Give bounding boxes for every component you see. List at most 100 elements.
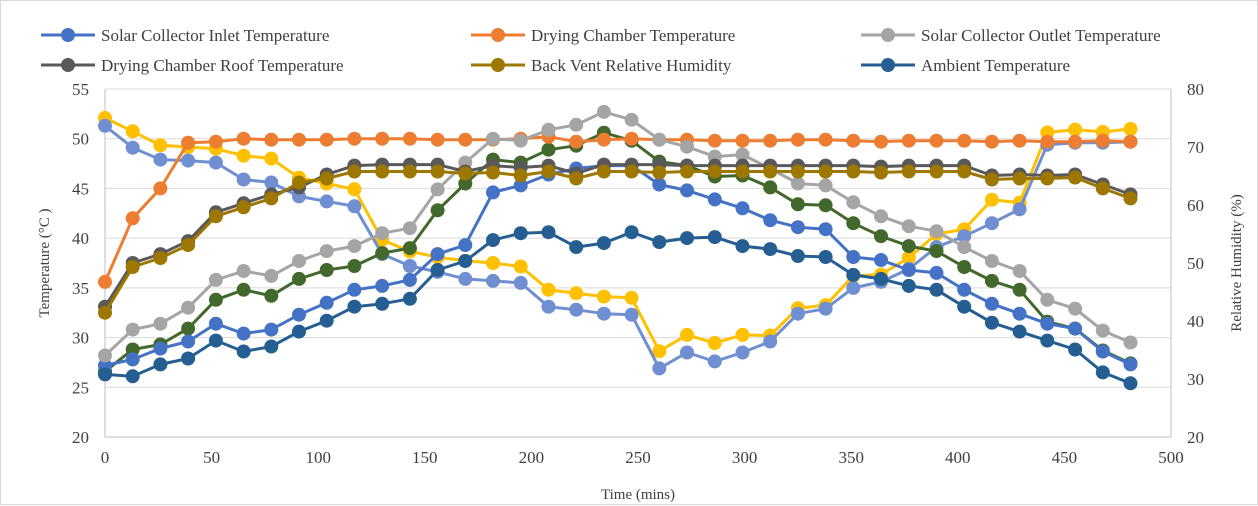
data-point [236, 264, 251, 278]
data-point [735, 164, 750, 179]
data-point [264, 191, 279, 206]
data-point [874, 271, 888, 286]
data-point [735, 147, 750, 162]
series-2 [98, 104, 1138, 363]
data-point [347, 282, 362, 297]
data-point [125, 342, 140, 357]
data-point [929, 265, 944, 280]
data-point [458, 238, 473, 253]
data-point [513, 259, 528, 274]
data-point [319, 263, 334, 277]
data-point [98, 348, 112, 363]
series-line [103, 163, 1132, 308]
data-point [402, 291, 417, 306]
data-point [347, 259, 362, 273]
data-point [569, 134, 584, 149]
data-point [652, 344, 667, 359]
data-point [319, 194, 334, 209]
data-point [181, 135, 196, 150]
data-point [1012, 282, 1027, 297]
data-point [486, 165, 500, 180]
data-point [624, 290, 639, 305]
data-point [402, 241, 417, 256]
data-point [846, 133, 861, 148]
data-point [874, 165, 888, 180]
y-tick-label-right: 70 [1187, 138, 1204, 157]
data-point [874, 229, 888, 244]
data-point [1012, 264, 1027, 278]
data-point [763, 213, 778, 228]
legend-item: Ambient Temperature [861, 56, 1070, 75]
data-point [818, 178, 833, 193]
data-point [818, 301, 833, 316]
y-tick-label-left: 45 [72, 179, 89, 198]
data-point [957, 229, 972, 244]
y-tick-label-right: 80 [1187, 80, 1204, 99]
legend: Solar Collector Inlet Temperature Drying … [41, 26, 1161, 75]
y-tick-label-left: 25 [72, 378, 89, 397]
data-point [874, 209, 888, 224]
data-point [763, 334, 778, 349]
data-point [98, 118, 112, 133]
data-point [818, 198, 833, 213]
data-point [901, 133, 916, 148]
data-point [957, 164, 972, 179]
data-point [1095, 181, 1110, 196]
data-point [1068, 170, 1083, 185]
y-tick-label-right: 30 [1187, 370, 1204, 389]
data-point [347, 299, 362, 314]
data-point [569, 117, 584, 132]
data-point [236, 172, 251, 187]
series-line [103, 110, 1132, 357]
data-point [790, 220, 805, 235]
y-tick-label-right: 20 [1187, 428, 1204, 447]
data-point [790, 306, 805, 321]
data-point [208, 316, 223, 331]
data-point [153, 357, 168, 372]
data-point [569, 240, 584, 255]
data-point [929, 282, 944, 297]
data-point [846, 216, 861, 231]
data-point [375, 131, 390, 146]
data-point [1095, 133, 1110, 148]
data-point [1068, 321, 1083, 336]
data-point [1040, 316, 1055, 331]
data-point [513, 178, 528, 193]
data-point [929, 244, 944, 259]
data-point [153, 181, 168, 196]
y-axis-label-right: Relative Humidity (%) [1229, 194, 1245, 331]
data-point [846, 164, 861, 179]
y-tick-label-left: 55 [72, 80, 89, 99]
y-tick-label-left: 35 [72, 279, 89, 298]
data-point [208, 333, 223, 348]
data-point [319, 244, 334, 259]
data-point [1012, 306, 1027, 321]
data-point [541, 142, 556, 157]
data-point [901, 250, 916, 265]
data-point [680, 139, 694, 154]
data-point [901, 263, 916, 277]
data-point [984, 172, 999, 187]
data-point [347, 239, 362, 254]
series-5 [98, 225, 1138, 391]
series-7 [98, 118, 1138, 376]
data-point [153, 251, 168, 265]
data-point [1068, 134, 1083, 149]
data-point [1095, 344, 1110, 359]
y-tick-label-right: 60 [1187, 196, 1204, 215]
data-point [486, 273, 500, 288]
x-tick-label: 50 [203, 448, 220, 467]
data-point [735, 327, 750, 342]
tick-labels: 20 25 30 35 40 45 50 55 20 30 40 50 60 70 80 0 50 100 150 2… [72, 80, 1204, 467]
data-point [818, 164, 833, 179]
data-point [125, 260, 140, 274]
data-point [652, 235, 667, 250]
data-point [1123, 191, 1138, 206]
data-point [264, 151, 279, 166]
legend-item: Drying Chamber Temperature [471, 26, 735, 45]
data-point [98, 367, 112, 382]
data-point [375, 226, 390, 241]
legend-item: Solar Collector Inlet Temperature [41, 26, 329, 45]
data-point [430, 247, 445, 262]
x-axis-label: Time (mins) [601, 487, 675, 503]
